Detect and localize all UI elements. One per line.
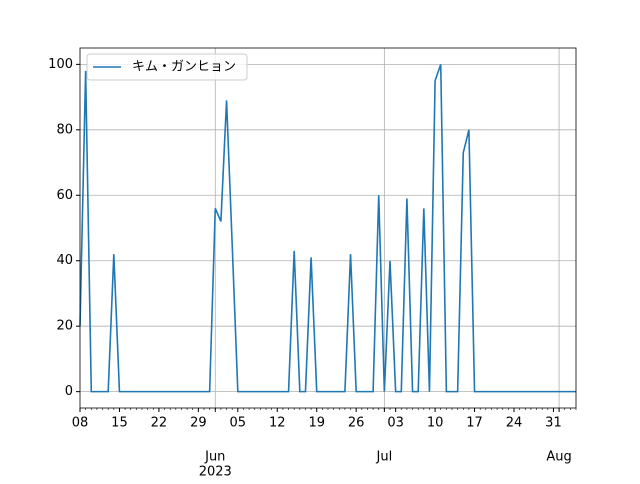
x-tick-label: 03: [387, 416, 404, 431]
x-tick-label: 08: [72, 416, 89, 431]
y-tick-label: 80: [56, 122, 73, 137]
x-month-label: Jun: [204, 450, 225, 465]
x-tick-label: 17: [466, 416, 483, 431]
x-year-label: 2023: [199, 465, 232, 480]
legend-label: キム・ガンヒョン: [132, 60, 236, 75]
plot-frame: [79, 47, 577, 409]
x-tick-label: 12: [269, 416, 286, 431]
x-month-label: Jul: [376, 450, 393, 465]
x-month-label: Aug: [546, 450, 571, 465]
y-tick-label: 40: [56, 253, 73, 268]
y-tick-label: 0: [65, 384, 73, 399]
y-tick-label: 60: [56, 188, 73, 203]
x-tick-label: 26: [348, 416, 365, 431]
y-tick-label: 20: [56, 319, 73, 334]
x-tick-label: 31: [545, 416, 562, 431]
x-tick-label: 19: [308, 416, 325, 431]
y-tick-label: 100: [48, 57, 73, 72]
x-tick-label: 15: [111, 416, 128, 431]
x-tick-label: 24: [506, 416, 523, 431]
legend-box: [86, 53, 248, 81]
x-tick-label: 05: [230, 416, 247, 431]
data-line: [79, 64, 576, 393]
x-tick-label: 22: [151, 416, 168, 431]
x-tick-label: 29: [190, 416, 207, 431]
x-tick-label: 10: [427, 416, 444, 431]
